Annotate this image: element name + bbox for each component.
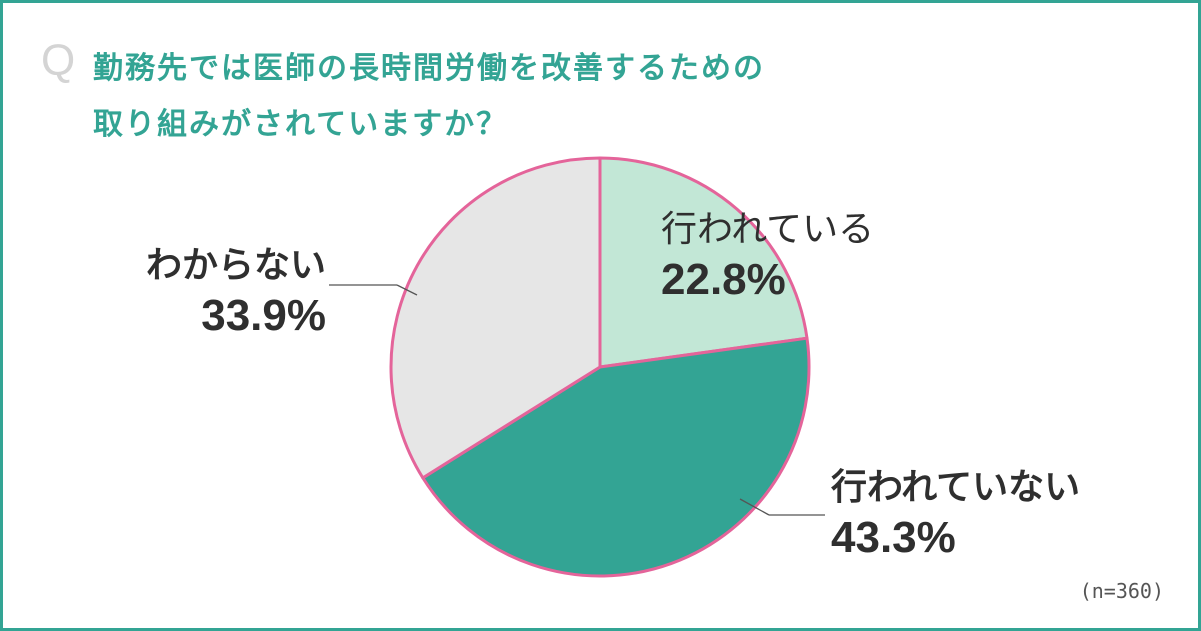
question-mark-icon: Q (41, 36, 76, 85)
pie-slice-unknown (389, 156, 602, 480)
leader-line-unknown-diag (396, 284, 418, 296)
pie-slice-yes (598, 156, 809, 369)
question-line-2: 取り組みがされていますか？ (93, 107, 509, 142)
slice-value-no: 43.3% (831, 513, 956, 562)
slice-name-yes: 行われている (661, 209, 875, 250)
slice-label-no: 行われていない 43.3% (831, 465, 1080, 565)
slice-name-no: 行われていない (831, 467, 1081, 508)
sample-size-note: (n=360) (1079, 579, 1164, 603)
pie-chart (329, 156, 825, 578)
slice-label-yes: 行われている 22.8% (661, 207, 874, 307)
slice-value-unknown: 33.9% (201, 291, 326, 340)
slice-value-yes: 22.8% (661, 255, 786, 304)
question-title: 勤務先では医師の長時間労働を改善するための 取り組みがされていますか？ (93, 41, 765, 153)
slice-label-unknown: わからない 33.9% (146, 243, 326, 343)
question-line-1: 勤務先では医師の長時間労働を改善するための (93, 51, 765, 86)
pie-slice-no (421, 336, 811, 578)
leader-line-no (739, 498, 770, 516)
slice-name-unknown: わからない (145, 245, 326, 286)
